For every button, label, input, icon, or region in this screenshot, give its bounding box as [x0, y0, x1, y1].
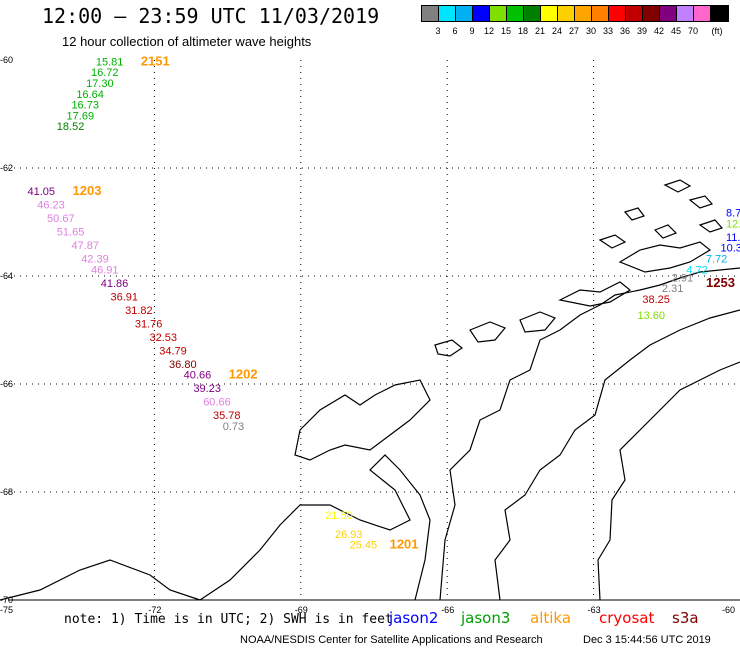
wave-height-value: 31.76	[135, 318, 163, 330]
legend-label: 24	[551, 26, 562, 36]
satellite-name: jason3	[461, 609, 511, 627]
footer-note: note: 1) Time is in UTC; 2) SWH is in fe…	[64, 612, 393, 627]
page-title: 12:00 — 23:59 UTC 11/03/2019	[42, 4, 380, 28]
lat-tick-label: -66	[0, 379, 13, 389]
wave-height-value: 7.72	[706, 254, 727, 266]
satellite-name: altika	[530, 609, 572, 627]
satellite-name: jason2	[389, 609, 439, 627]
lon-tick-label: -66	[441, 605, 454, 615]
wave-height-value: 18.52	[57, 121, 85, 133]
legend-swatch	[710, 5, 729, 22]
wave-height-value: 42.39	[81, 254, 109, 266]
wave-height-value: 31.82	[125, 305, 153, 317]
wave-height-value: 50.67	[47, 213, 75, 225]
wave-height-value: 10.30	[720, 243, 740, 255]
wave-height-value: 17.69	[67, 110, 95, 122]
legend-label: 3	[435, 26, 441, 36]
wave-height-value: 46.91	[91, 264, 119, 276]
wave-height-value: 21.50	[325, 510, 353, 522]
page-subtitle: 12 hour collection of altimeter wave hei…	[62, 34, 312, 49]
grid-lines	[8, 60, 740, 601]
pass-id-label: 1202	[229, 367, 258, 382]
pass-id-label: 1253	[706, 275, 735, 290]
wave-height-value: 8.77	[726, 208, 740, 220]
lon-tick-label: -72	[148, 605, 161, 615]
legend-label: 36	[619, 26, 630, 36]
pass-id-label: 1203	[73, 183, 102, 198]
wave-height-value: 36.80	[169, 359, 197, 371]
wave-height-value: 12.21	[726, 218, 740, 230]
wave-height-value: 11.41	[726, 232, 740, 244]
wave-height-value: 41.05	[28, 186, 56, 198]
legend-label: 39	[636, 26, 647, 36]
wave-height-value: 38.25	[642, 294, 670, 306]
lat-tick-label: -68	[0, 487, 13, 497]
legend-label: 12	[483, 26, 494, 36]
legend-label: 21	[534, 26, 545, 36]
wave-height-value: 60.66	[203, 397, 231, 409]
wave-height-value: 16.72	[91, 67, 119, 79]
wave-height-value: 34.79	[159, 345, 187, 357]
wave-height-value: 46.23	[37, 200, 65, 212]
lat-tick-label: -70	[0, 595, 13, 605]
wave-height-value: 17.30	[86, 78, 114, 90]
lat-tick-label: -60	[0, 55, 13, 65]
legend-label: 6	[452, 26, 458, 36]
lat-tick-label: -64	[0, 271, 13, 281]
coastline	[0, 179, 740, 601]
axis-labels: -60 -62 -64 -66 -68 -70-75 -72 -69 -66 -63 -60	[0, 55, 735, 615]
wave-height-value: 16.73	[71, 100, 99, 112]
legend-label: 30	[585, 26, 596, 36]
credit-line: NOAA/NESDIS Center for Satellite Applica…	[240, 634, 543, 646]
wave-height-value: 26.93	[335, 529, 363, 541]
legend-label: 42	[653, 26, 664, 36]
legend-label: 70	[687, 26, 698, 36]
legend-label: 45	[670, 26, 681, 36]
legend-unit: (ft)	[711, 26, 723, 36]
wave-height-value: 2.91	[672, 272, 693, 284]
lon-tick-label: -75	[0, 605, 13, 615]
wave-height-value: 13.60	[638, 310, 666, 322]
satellite-name: cryosat	[599, 609, 655, 627]
wave-height-value: 32.53	[150, 332, 178, 344]
wave-height-value: 4.72	[686, 264, 707, 276]
wave-height-value: 39.23	[193, 383, 221, 395]
wave-height-value: 16.64	[76, 89, 104, 101]
legend-label: 15	[500, 26, 511, 36]
generated-timestamp: Dec 3 15:44:56 UTC 2019	[583, 634, 711, 646]
legend-label: 9	[469, 26, 475, 36]
satellite-name: s3a	[672, 609, 699, 627]
legend-label: 33	[602, 26, 613, 36]
lon-tick-label: -63	[588, 605, 601, 615]
wave-height-value: 15.81	[96, 56, 124, 68]
lat-tick-label: -62	[0, 163, 13, 173]
wave-height-value: 47.87	[71, 240, 99, 252]
lon-tick-label: -69	[295, 605, 308, 615]
wave-height-value: 25.45	[350, 540, 378, 552]
wave-height-value: 2.31	[662, 283, 683, 295]
wave-height-value: 35.78	[213, 410, 241, 422]
pass-id-label: 1201	[390, 537, 419, 552]
legend-label: 27	[568, 26, 579, 36]
wave-height-value: 36.91	[110, 291, 138, 303]
legend-label: 18	[517, 26, 528, 36]
wave-height-value: 51.65	[57, 227, 85, 239]
wave-height-value: 40.66	[184, 370, 212, 382]
wave-height-value: 41.86	[101, 278, 129, 290]
lon-tick-label: -60	[722, 605, 735, 615]
pass-id-label: 2151	[141, 53, 170, 68]
wave-height-value: 0.73	[223, 421, 244, 433]
